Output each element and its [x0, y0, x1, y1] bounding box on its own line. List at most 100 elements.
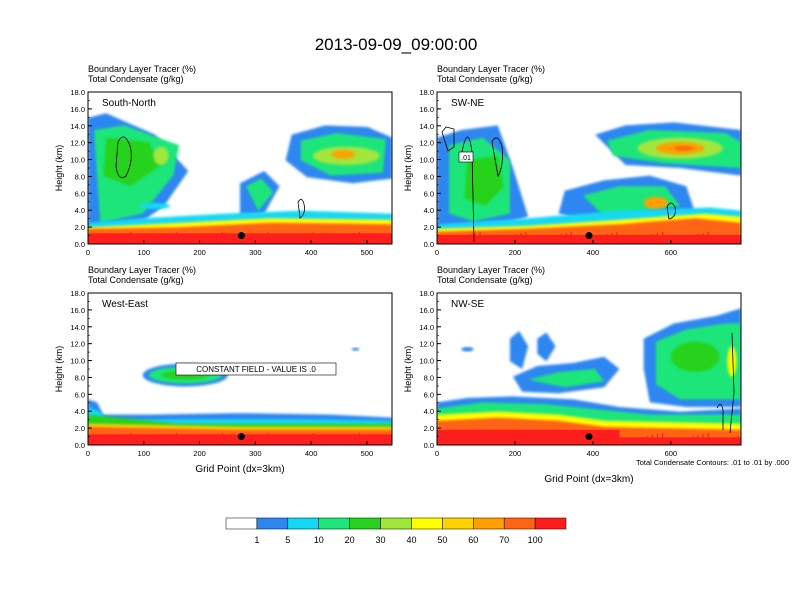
- field-region: [461, 346, 474, 352]
- contour-line: [297, 199, 305, 219]
- contour-label: Total Condensate (g/kg): [88, 74, 184, 84]
- location-marker: [237, 433, 245, 441]
- contour-label: Total Condensate (g/kg): [437, 74, 533, 84]
- field-shading: [88, 347, 392, 445]
- y-tick-label: 14.0: [419, 323, 434, 332]
- location-marker: [585, 433, 593, 441]
- x-tick-label: 200: [193, 248, 206, 257]
- x-tick-label: 0: [86, 248, 90, 257]
- y-axis-label: Height (km): [54, 145, 64, 192]
- condensate-contours: [716, 332, 735, 434]
- field-label: Boundary Layer Tracer (%): [88, 265, 196, 275]
- y-tick-label: 18.0: [70, 289, 85, 298]
- x-axis-label: Grid Point (dx=3km): [195, 464, 284, 475]
- contour-line: [115, 136, 132, 179]
- inset-label: West-East: [102, 299, 148, 310]
- colorbar-label: 40: [406, 535, 416, 545]
- y-tick-label: 2.0: [75, 223, 85, 232]
- y-tick-label: 14.0: [70, 122, 85, 131]
- field-region: [331, 150, 356, 159]
- field-region: [674, 145, 693, 151]
- colorbar-swatch: [380, 517, 412, 530]
- field-label: Boundary Layer Tracer (%): [437, 64, 545, 74]
- x-tick-label: 100: [138, 248, 151, 257]
- inset-label-bg: [445, 295, 488, 311]
- colorbar-label: 60: [468, 535, 478, 545]
- x-tick-label: 300: [249, 449, 262, 458]
- x-tick-label: 400: [587, 248, 600, 257]
- y-tick-label: 2.0: [75, 424, 85, 433]
- colorbar-swatch: [256, 517, 289, 530]
- x-tick-label: 100: [138, 449, 151, 458]
- contour-line: [716, 404, 724, 430]
- inset-label: South-North: [102, 98, 156, 109]
- x-axis-label: Grid Point (dx=3km): [544, 474, 633, 485]
- x-tick-label: 500: [361, 449, 374, 458]
- inset-label-bg: [96, 295, 164, 311]
- x-tick-label: 0: [435, 248, 439, 257]
- field-region: [671, 341, 720, 373]
- condensate-contours: [115, 136, 305, 219]
- y-axis-label: Height (km): [54, 346, 64, 393]
- inset-label: NW-SE: [451, 299, 484, 310]
- colorbar-label: 10: [314, 535, 324, 545]
- y-tick-label: 2.0: [424, 424, 434, 433]
- colorbar-swatch: [473, 517, 505, 530]
- x-tick-label: 600: [665, 248, 678, 257]
- colorbar-label: 70: [499, 535, 509, 545]
- field-shading: [437, 122, 741, 244]
- field-region: [727, 346, 737, 377]
- contour-tag-box: [458, 151, 474, 163]
- y-tick-label: 12.0: [70, 139, 85, 148]
- x-tick-label: 200: [193, 449, 206, 458]
- x-tick-label: 200: [509, 248, 522, 257]
- colorbar-swatch: [411, 517, 443, 530]
- x-tick-label: 400: [587, 449, 600, 458]
- y-tick-label: 0.0: [75, 441, 85, 450]
- panel-p1: Boundary Layer Tracer (%)Total Condensat…: [54, 64, 393, 257]
- y-tick-label: 10.0: [70, 156, 85, 165]
- y-tick-label: 4.0: [75, 407, 85, 416]
- field-shading: [437, 308, 741, 445]
- colorbar-swatch: [534, 517, 567, 530]
- colorbar-label: 30: [376, 535, 386, 545]
- colorbar-swatch: [503, 517, 536, 530]
- x-tick-label: 600: [665, 449, 678, 458]
- field-label: Boundary Layer Tracer (%): [437, 265, 545, 275]
- x-tick-label: 400: [305, 248, 318, 257]
- colorbar-label: 1: [254, 535, 259, 545]
- y-tick-label: 12.0: [419, 340, 434, 349]
- field-region: [537, 332, 556, 362]
- field-region: [351, 347, 360, 351]
- y-tick-label: 16.0: [419, 105, 434, 114]
- contour-line: [729, 332, 735, 434]
- y-tick-label: 10.0: [419, 357, 434, 366]
- y-tick-label: 4.0: [75, 206, 85, 215]
- constant-field-note: CONSTANT FIELD - VALUE IS .0: [196, 365, 316, 374]
- contour-note: Total Condensate Contours: .01 to .01 by…: [636, 458, 789, 467]
- y-tick-label: 16.0: [70, 105, 85, 114]
- contour-label: Total Condensate (g/kg): [437, 275, 533, 285]
- panel-p4: Boundary Layer Tracer (%)Total Condensat…: [403, 265, 742, 485]
- x-tick-label: 400: [305, 449, 318, 458]
- y-tick-label: 2.0: [424, 223, 434, 232]
- field-shading: [88, 113, 392, 244]
- y-tick-label: 4.0: [424, 206, 434, 215]
- y-tick-label: 8.0: [424, 172, 434, 181]
- x-tick-label: 0: [86, 449, 90, 458]
- y-tick-label: 6.0: [75, 189, 85, 198]
- x-tick-label: 200: [509, 449, 522, 458]
- y-axis-label: Height (km): [403, 145, 413, 192]
- contour-line: [491, 137, 503, 178]
- field-region: [528, 369, 605, 388]
- y-tick-label: 12.0: [70, 340, 85, 349]
- field-label: Boundary Layer Tracer (%): [88, 64, 196, 74]
- colorbar-label: 50: [437, 535, 447, 545]
- inset-label: SW-NE: [451, 98, 484, 109]
- constant-field-box: [175, 362, 337, 376]
- y-tick-label: 8.0: [75, 172, 85, 181]
- y-tick-label: 18.0: [70, 88, 85, 97]
- y-axis-label: Height (km): [403, 346, 413, 393]
- field-region: [246, 178, 274, 211]
